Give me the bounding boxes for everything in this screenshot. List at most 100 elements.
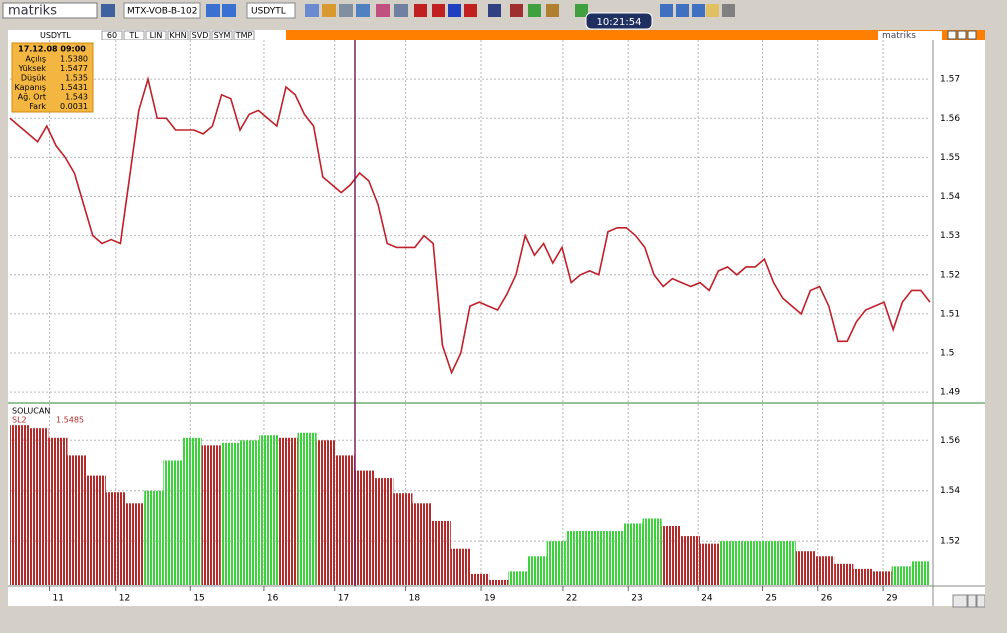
tool-icon[interactable] bbox=[546, 4, 559, 17]
indicator-bar bbox=[527, 556, 547, 585]
tool-icon[interactable] bbox=[448, 4, 461, 17]
x-tick-label: 18 bbox=[409, 594, 421, 604]
symbol-select[interactable] bbox=[246, 2, 296, 19]
x-tick-label: 26 bbox=[821, 594, 833, 604]
refresh-button[interactable] bbox=[952, 594, 968, 608]
info-value: 1.5431 bbox=[60, 83, 88, 92]
scroll-button[interactable] bbox=[976, 594, 986, 608]
header-button-label: TL bbox=[128, 31, 139, 40]
right-frame bbox=[985, 30, 1007, 629]
brand: matriks bbox=[882, 31, 916, 41]
indicator-bar bbox=[776, 541, 796, 585]
indicator-bar bbox=[86, 475, 106, 585]
tool-icon[interactable] bbox=[464, 4, 477, 17]
x-tick-label: 19 bbox=[484, 594, 496, 604]
tool-icon[interactable] bbox=[575, 4, 588, 17]
tool-icon[interactable] bbox=[706, 4, 719, 17]
y-tick-label: 1.56 bbox=[940, 436, 960, 446]
info-label: Ağ. Ort bbox=[18, 93, 46, 102]
scroll-button[interactable] bbox=[967, 594, 977, 608]
x-tick-label: 25 bbox=[766, 594, 777, 604]
tool-icon[interactable] bbox=[394, 4, 408, 17]
window-button[interactable] bbox=[957, 30, 967, 40]
indicator-bar bbox=[259, 435, 279, 585]
tool-icon[interactable] bbox=[660, 4, 673, 17]
indicator-bar bbox=[757, 541, 777, 585]
info-value: 1.543 bbox=[65, 93, 88, 102]
indicator-bar bbox=[470, 573, 490, 585]
clock-box bbox=[585, 12, 653, 30]
current-value: 1.5485 bbox=[56, 416, 84, 425]
tool-icon[interactable] bbox=[432, 4, 445, 17]
x-tick-label: 24 bbox=[701, 594, 713, 604]
indicator-bar bbox=[144, 490, 164, 585]
tool-icon[interactable] bbox=[692, 4, 705, 17]
y-tick-label: 1.53 bbox=[940, 231, 960, 241]
indicator-bar bbox=[67, 455, 87, 585]
y-tick-label: 1.52 bbox=[940, 537, 960, 547]
logo-box bbox=[2, 2, 98, 19]
info-value: 1.5380 bbox=[60, 55, 88, 64]
indicator-bar bbox=[661, 526, 681, 585]
header-button-label: 60 bbox=[107, 31, 117, 40]
indicator-bar bbox=[872, 571, 892, 585]
x-tick-label: 29 bbox=[886, 594, 898, 604]
indicator-bar bbox=[834, 563, 854, 585]
info-label: Açılış bbox=[25, 55, 46, 64]
indicator-bar bbox=[201, 445, 221, 585]
tool-icon[interactable] bbox=[510, 4, 523, 17]
tool-icon[interactable] bbox=[676, 4, 689, 17]
indicator-bar bbox=[642, 518, 662, 585]
window-button[interactable] bbox=[947, 30, 957, 40]
header-buttons: 60 TL LIN KHN SVD SYM TMP bbox=[101, 30, 255, 41]
tool-icon[interactable] bbox=[305, 4, 319, 17]
x-tick-label: 15 bbox=[193, 594, 204, 604]
number-icon[interactable] bbox=[222, 4, 236, 17]
indicator-bar bbox=[680, 536, 700, 585]
indicator-bar bbox=[278, 437, 298, 585]
window-button[interactable] bbox=[967, 30, 977, 40]
indicator-bar bbox=[163, 460, 183, 585]
info-label: Yüksek bbox=[18, 64, 47, 73]
logo: matriks bbox=[8, 4, 57, 19]
indicator-bar bbox=[546, 541, 566, 585]
symbol-list-select[interactable] bbox=[123, 2, 201, 19]
tool-icon[interactable] bbox=[376, 4, 390, 17]
indicator-bar bbox=[355, 470, 375, 585]
indicator-bar bbox=[48, 437, 68, 585]
header-button-label: LIN bbox=[150, 31, 163, 40]
tool-icon[interactable] bbox=[414, 4, 427, 17]
info-label: Fark bbox=[29, 102, 46, 111]
header-button-label: SYM bbox=[214, 31, 231, 40]
indicator-bar bbox=[891, 566, 911, 585]
indicator-bar bbox=[910, 561, 930, 585]
y-tick-label: 1.54 bbox=[940, 486, 960, 496]
legend-entry: SL2 bbox=[12, 416, 27, 425]
y-tick-label: 1.56 bbox=[940, 114, 960, 124]
y-tick-label: 1.5 bbox=[940, 349, 954, 359]
indicator-bar bbox=[508, 571, 528, 585]
symbol: USDYTL bbox=[251, 7, 286, 17]
tool-icon[interactable] bbox=[488, 4, 501, 17]
tool-icon[interactable] bbox=[356, 4, 370, 17]
tool-icon[interactable] bbox=[722, 4, 735, 17]
indicator-bar bbox=[182, 437, 202, 585]
list-icon[interactable] bbox=[206, 4, 220, 17]
x-tick-label: 16 bbox=[267, 594, 279, 604]
y-tick-label: 1.55 bbox=[940, 153, 960, 163]
tool-icon[interactable] bbox=[339, 4, 353, 17]
x-tick-label: 22 bbox=[566, 594, 577, 604]
x-tick-label: 12 bbox=[119, 594, 130, 604]
indicator-bar bbox=[585, 531, 605, 585]
x-tick-label: 17 bbox=[338, 594, 349, 604]
indicator-bar bbox=[795, 551, 815, 585]
indicator-bar bbox=[853, 568, 873, 585]
tool-icon[interactable] bbox=[528, 4, 541, 17]
tool-icon[interactable] bbox=[322, 4, 336, 17]
y-tick-label: 1.52 bbox=[940, 270, 960, 280]
indicator-pane: 1.52 1.54 1.56 bbox=[10, 425, 960, 585]
save-icon[interactable] bbox=[101, 4, 115, 17]
info-label: Düşük bbox=[21, 74, 46, 83]
info-value: 0.0031 bbox=[60, 102, 88, 111]
info-label: Kapanış bbox=[15, 83, 46, 92]
